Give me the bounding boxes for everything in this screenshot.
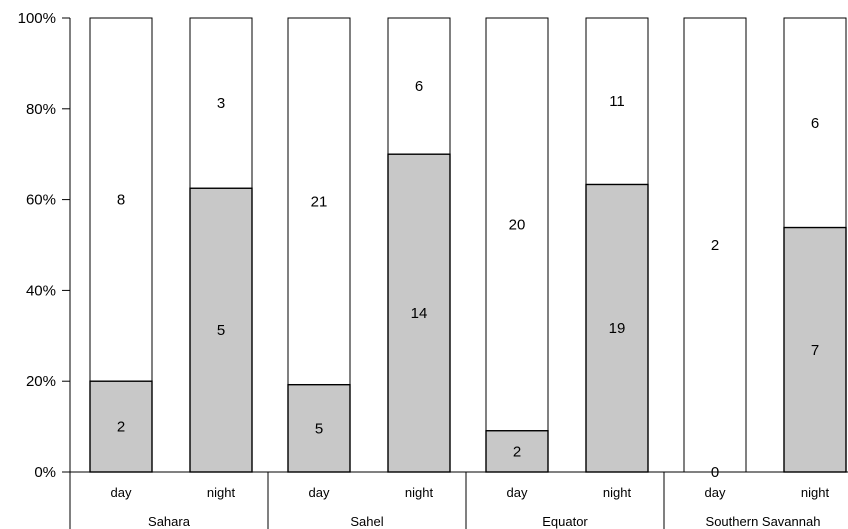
data-label-lower: 14 <box>411 305 428 322</box>
y-tick-label: 0% <box>34 464 56 481</box>
bar-segment-lower <box>287 383 351 473</box>
data-label-upper: 3 <box>217 95 225 112</box>
y-tick-label: 60% <box>26 192 56 209</box>
data-label-lower: 7 <box>811 342 819 359</box>
data-label-lower: 2 <box>513 443 521 460</box>
bar-segment-lower <box>89 380 153 473</box>
y-tick-label: 80% <box>26 101 56 118</box>
x-group-label: Equator <box>542 514 588 529</box>
data-label-lower: 5 <box>217 322 225 339</box>
y-tick-label: 100% <box>18 10 56 27</box>
data-label-upper: 2 <box>711 237 719 254</box>
x-category-label: day <box>111 485 132 500</box>
bar-segment-lower <box>783 226 847 473</box>
x-category-label: day <box>507 485 528 500</box>
data-label-upper: 8 <box>117 192 125 209</box>
data-label-upper: 6 <box>415 78 423 95</box>
data-label-lower: 0 <box>711 464 719 481</box>
bar-segment-upper <box>485 17 549 473</box>
x-group-label: Sahara <box>148 514 191 529</box>
data-label-upper: 11 <box>609 93 625 110</box>
data-label-lower: 2 <box>117 419 125 436</box>
bar-segment-lower <box>585 183 649 473</box>
x-category-label: night <box>207 485 236 500</box>
bar-segment-lower <box>189 187 253 473</box>
x-category-label: day <box>705 485 726 500</box>
x-group-label: Sahel <box>350 514 383 529</box>
data-label-upper: 21 <box>311 193 328 210</box>
x-category-label: night <box>405 485 434 500</box>
x-category-label: day <box>309 485 330 500</box>
y-tick-label: 20% <box>26 373 56 390</box>
data-label-lower: 19 <box>609 320 626 337</box>
data-label-lower: 5 <box>315 420 323 437</box>
bar-segment-lower <box>485 430 549 473</box>
data-label-upper: 20 <box>509 216 526 233</box>
bar-segment-lower <box>387 153 451 473</box>
y-tick-label: 40% <box>26 282 56 299</box>
x-category-label: night <box>801 485 830 500</box>
data-label-upper: 6 <box>811 115 819 132</box>
bar-segment-upper <box>683 17 747 473</box>
x-category-label: night <box>603 485 632 500</box>
x-group-label: Southern Savannah <box>706 514 821 529</box>
